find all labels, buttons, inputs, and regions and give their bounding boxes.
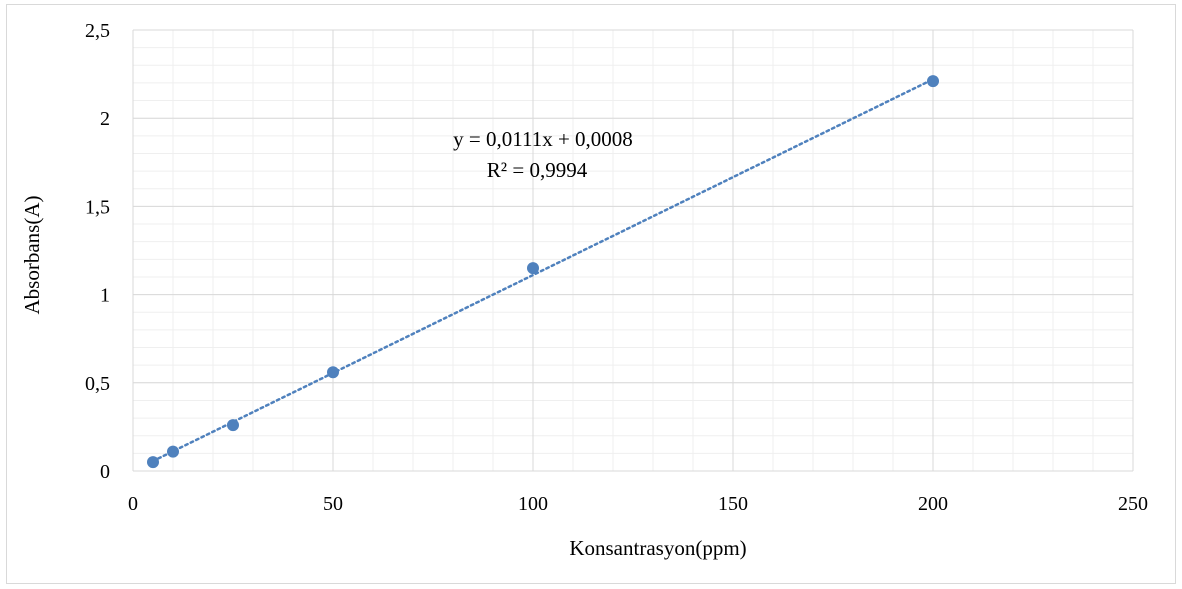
y-axis-title: Absorbans(A) (20, 196, 44, 315)
x-tick-label: 250 (1118, 493, 1148, 515)
x-tick-label: 100 (518, 493, 548, 515)
data-points (147, 75, 939, 469)
trendline-group (151, 78, 935, 463)
minor-gridlines (132, 29, 1134, 472)
major-gridlines (132, 29, 1134, 472)
x-tick-label: 150 (718, 493, 748, 515)
data-point (227, 419, 239, 432)
y-tick-label: 0 (100, 461, 110, 483)
data-point (327, 366, 339, 379)
x-axis-title: Konsantrasyon(ppm) (569, 536, 746, 560)
data-point (927, 75, 939, 88)
y-tick-labels: 0 0,5 1 1,5 2 2,5 (85, 20, 110, 483)
y-tick-label: 0,5 (85, 373, 110, 395)
data-point (167, 445, 179, 458)
y-tick-label: 2,5 (85, 20, 110, 42)
y-tick-label: 1 (100, 285, 110, 307)
trendline (151, 78, 935, 463)
y-tick-label: 1,5 (85, 196, 110, 218)
data-point (147, 456, 159, 469)
trendline-equation: y = 0,0111x + 0,0008 (453, 127, 633, 151)
x-tick-label: 50 (323, 493, 343, 515)
trendline-r2: R² = 0,9994 (487, 158, 588, 182)
x-tick-labels: 0 50 100 150 200 250 (128, 493, 1148, 515)
y-tick-label: 2 (100, 108, 110, 130)
x-tick-label: 200 (918, 493, 948, 515)
data-point (527, 262, 539, 275)
x-tick-label: 0 (128, 493, 138, 515)
